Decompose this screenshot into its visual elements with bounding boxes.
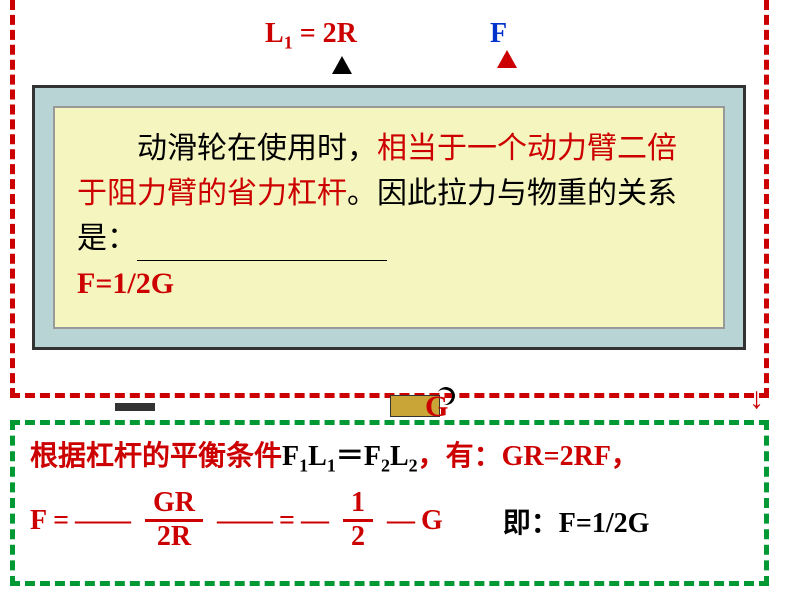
eq-gr-2rf: GR=2RF — [502, 441, 611, 472]
explanation-text-box: 动滑轮在使用时，相当于一个动力臂二倍于阻力臂的省力杠杆。因此拉力与物重的关系是：… — [53, 106, 725, 329]
eq-prefix: 根据杠杆的平衡条件 — [30, 441, 282, 472]
explanation-panel: 动滑轮在使用时，相当于一个动力臂二倍于阻力臂的省力杠杆。因此拉力与物重的关系是：… — [32, 85, 746, 350]
base-bar-icon — [115, 403, 155, 411]
fraction-gr-2r: GR 2R — [145, 488, 203, 553]
green-dashed-frame: 根据杠杆的平衡条件F1L1＝F2L2，有：GR=2RF， F = —— GR 2… — [10, 420, 769, 586]
formula-result: F=1/2G — [77, 267, 174, 300]
down-arrow-icon: ↓ — [749, 382, 764, 416]
equals-2: = — [279, 505, 295, 537]
result-label: 即： — [503, 508, 559, 539]
final-result: 即：F=1/2G — [503, 501, 650, 541]
frac1-numerator: GR — [145, 488, 203, 522]
g-weight-label: G — [425, 390, 448, 424]
blank-underline — [137, 258, 387, 261]
g-after-frac: G — [421, 505, 443, 537]
eq-mid: ，有： — [418, 441, 502, 472]
eq-f1l1-f2l2: F1L1＝F2L2 — [282, 441, 418, 472]
eq-suffix: ， — [611, 441, 639, 472]
equation-line-2: F = —— GR 2R —— = — 1 2 — G 即：F=1/2G — [30, 488, 749, 553]
f-label: F — [490, 18, 507, 50]
l1-equals-2r-label: L1 = 2R — [265, 18, 357, 54]
frac1-denominator: 2R — [149, 522, 199, 553]
frac2-denominator: 2 — [343, 522, 373, 553]
fraction-1-2: 1 2 — [343, 488, 373, 553]
frac2-numerator: 1 — [343, 488, 373, 522]
l-rest: = 2R — [293, 18, 357, 49]
text-part1: 动滑轮在使用时， — [137, 132, 377, 165]
pulley-marker-icon — [332, 56, 352, 74]
equation-line-1: 根据杠杆的平衡条件F1L1＝F2L2，有：GR=2RF， — [30, 435, 749, 480]
l-letter: L — [265, 18, 284, 49]
f-equals: F = — [30, 505, 69, 537]
force-f-arrow-up-icon — [497, 50, 517, 68]
l-sub: 1 — [284, 33, 293, 53]
result-eq: F=1/2G — [559, 508, 650, 539]
indent — [77, 132, 137, 165]
